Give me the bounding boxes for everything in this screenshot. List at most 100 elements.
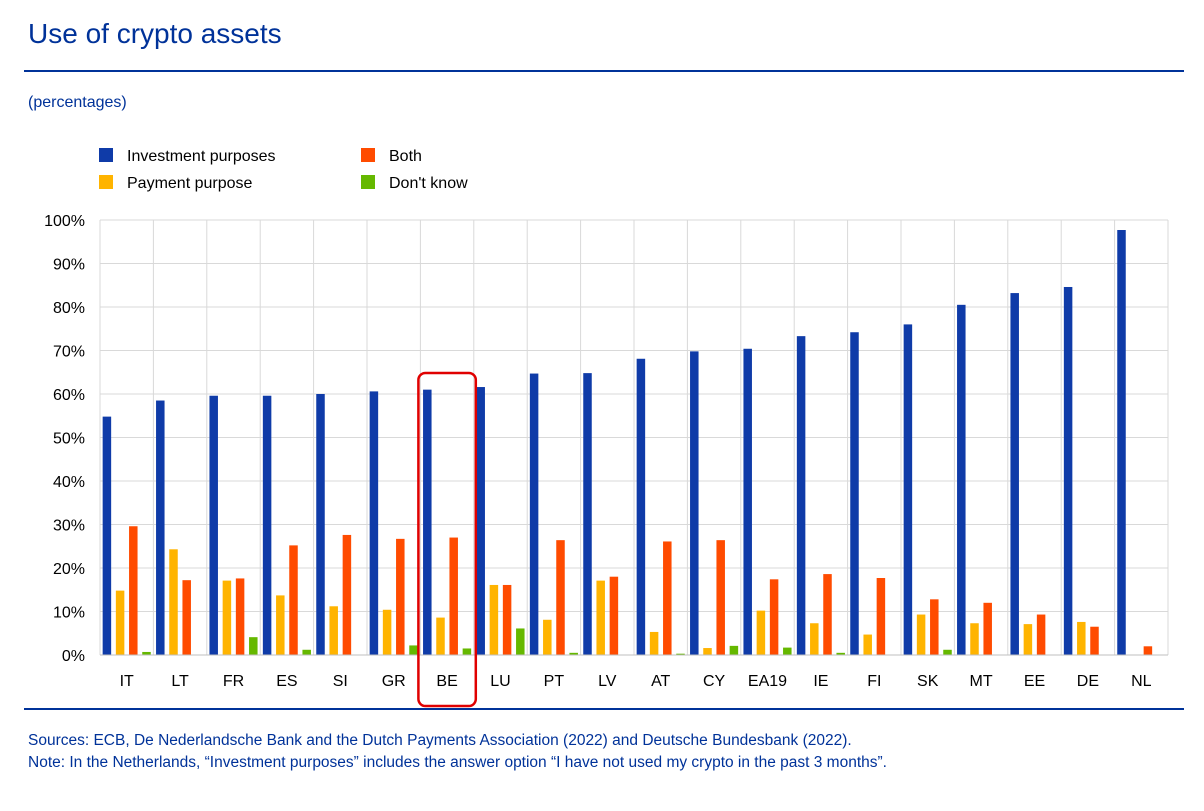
legend-label-both: Both (389, 148, 422, 165)
bar-investment-mt (957, 304, 966, 655)
bar-both-lu (502, 584, 512, 655)
sources-text: Sources: ECB, De Nederlandsche Bank and … (28, 732, 852, 749)
legend-label-payment: Payment purpose (127, 175, 253, 192)
x-tick-label-sk: SK (917, 673, 939, 690)
x-tick-label-es: ES (276, 673, 297, 690)
y-tick-label: 70% (53, 344, 85, 361)
bar-both-nl (1143, 646, 1153, 655)
bar-both-fi (876, 578, 886, 655)
x-tick-label-it: IT (120, 673, 134, 690)
y-tick-label: 20% (53, 561, 85, 578)
bar-both-lv (609, 576, 619, 655)
bar-both-de (1090, 626, 1099, 655)
bar-both-si (342, 534, 352, 655)
chart-subtitle: (percentages) (28, 94, 127, 111)
bar-dont_know-ie (836, 652, 845, 655)
legend-swatch-dont_know (361, 175, 375, 189)
bar-both-be (449, 537, 458, 655)
x-tick-label-ie: IE (813, 673, 828, 690)
bar-both-sk (930, 599, 939, 655)
bar-both-ie (823, 574, 832, 655)
bar-both-at (663, 541, 672, 655)
y-tick-label: 50% (53, 431, 85, 448)
bar-both-lt (182, 580, 191, 655)
x-tick-label-lt: LT (171, 673, 189, 690)
chart-title: Use of crypto assets (28, 18, 282, 49)
bar-investment-lt (156, 400, 165, 655)
bar-dont_know-sk (943, 649, 952, 655)
bar-payment-mt (970, 623, 979, 655)
bar-both-ea19 (769, 579, 779, 655)
bar-payment-at (649, 631, 659, 655)
x-tick-label-mt: MT (970, 673, 993, 690)
y-tick-label: 80% (53, 300, 85, 317)
bar-investment-nl (1117, 230, 1126, 655)
bar-both-pt (556, 540, 565, 655)
bar-both-mt (983, 602, 992, 655)
bar-investment-be (423, 389, 432, 655)
y-tick-label: 40% (53, 474, 85, 491)
bar-payment-fi (863, 634, 872, 655)
y-tick-label: 90% (53, 257, 85, 274)
bar-investment-pt (529, 373, 539, 655)
bar-both-cy (716, 540, 725, 655)
x-tick-label-si: SI (333, 673, 348, 690)
title-divider (24, 70, 1184, 72)
bar-investment-at (636, 358, 646, 655)
bar-dont_know-es (302, 649, 311, 655)
bar-payment-cy (703, 648, 712, 655)
x-tick-label-lv: LV (598, 673, 617, 690)
bar-payment-si (329, 606, 338, 655)
bar-payment-es (276, 595, 285, 655)
bar-dont_know-at (676, 653, 685, 655)
bar-investment-cy (690, 351, 699, 655)
footer-divider (24, 708, 1184, 710)
x-tick-label-at: AT (651, 673, 670, 690)
y-tick-label: 30% (53, 518, 85, 535)
bar-both-es (289, 545, 298, 655)
bar-dont_know-pt (569, 652, 578, 655)
bar-payment-gr (382, 609, 392, 655)
bar-dont_know-ea19 (783, 647, 792, 655)
legend-swatch-investment (99, 148, 113, 162)
highlight-box-be (417, 371, 478, 708)
legend-label-dont_know: Don't know (389, 175, 468, 192)
y-tick-label: 100% (44, 213, 85, 230)
bar-investment-fr (209, 395, 218, 655)
bar-both-ee (1036, 614, 1046, 655)
x-tick-label-lu: LU (490, 673, 510, 690)
bar-investment-si (316, 394, 325, 655)
bar-payment-it (115, 590, 125, 655)
x-tick-label-nl: NL (1131, 673, 1152, 690)
bar-investment-lu (476, 387, 485, 655)
x-tick-label-ea19: EA19 (748, 673, 787, 690)
x-tick-label-ee: EE (1024, 673, 1045, 690)
bar-investment-ea19 (743, 348, 752, 655)
bar-investment-es (262, 395, 272, 655)
bar-investment-it (102, 416, 112, 655)
x-tick-label-gr: GR (382, 673, 406, 690)
bar-investment-ee (1010, 293, 1019, 655)
bar-payment-lu (489, 584, 499, 655)
bar-dont_know-lu (516, 628, 525, 655)
y-tick-label: 0% (62, 648, 85, 665)
x-tick-label-fr: FR (223, 673, 244, 690)
bar-payment-be (436, 617, 445, 655)
bar-payment-fr (222, 580, 232, 655)
y-tick-label: 10% (53, 605, 85, 622)
bar-payment-lv (596, 580, 605, 655)
bar-payment-ee (1023, 624, 1033, 655)
bar-payment-pt (543, 619, 552, 655)
x-tick-label-be: BE (436, 673, 457, 690)
bar-both-it (129, 526, 138, 655)
bar-payment-ie (810, 623, 819, 655)
bar-investment-gr (369, 391, 379, 655)
bar-payment-de (1077, 621, 1086, 655)
bar-investment-ie (796, 336, 806, 655)
bar-payment-ea19 (756, 610, 766, 655)
bar-investment-sk (903, 324, 913, 655)
legend-swatch-payment (99, 175, 113, 189)
bar-investment-lv (583, 373, 592, 655)
bar-dont_know-cy (729, 645, 739, 655)
